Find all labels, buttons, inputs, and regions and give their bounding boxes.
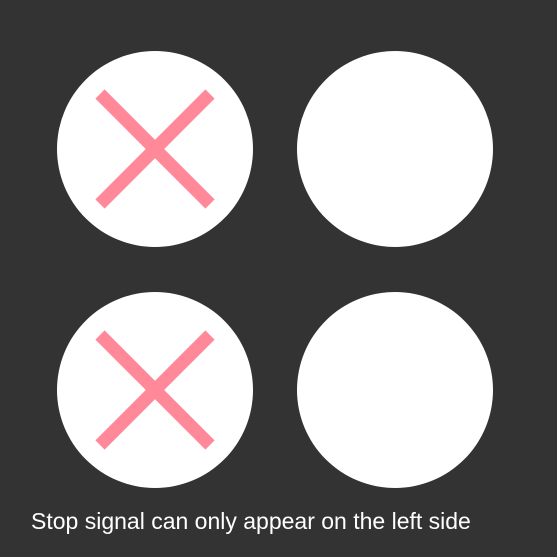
cross-icon (95, 330, 215, 450)
circle-bottom-left (57, 292, 253, 488)
circle-top-left (57, 51, 253, 247)
cross-icon (95, 89, 215, 209)
circle-top-right (297, 51, 493, 247)
circle-bottom-right (297, 292, 493, 488)
instruction-caption: Stop signal can only appear on the left … (31, 508, 471, 534)
